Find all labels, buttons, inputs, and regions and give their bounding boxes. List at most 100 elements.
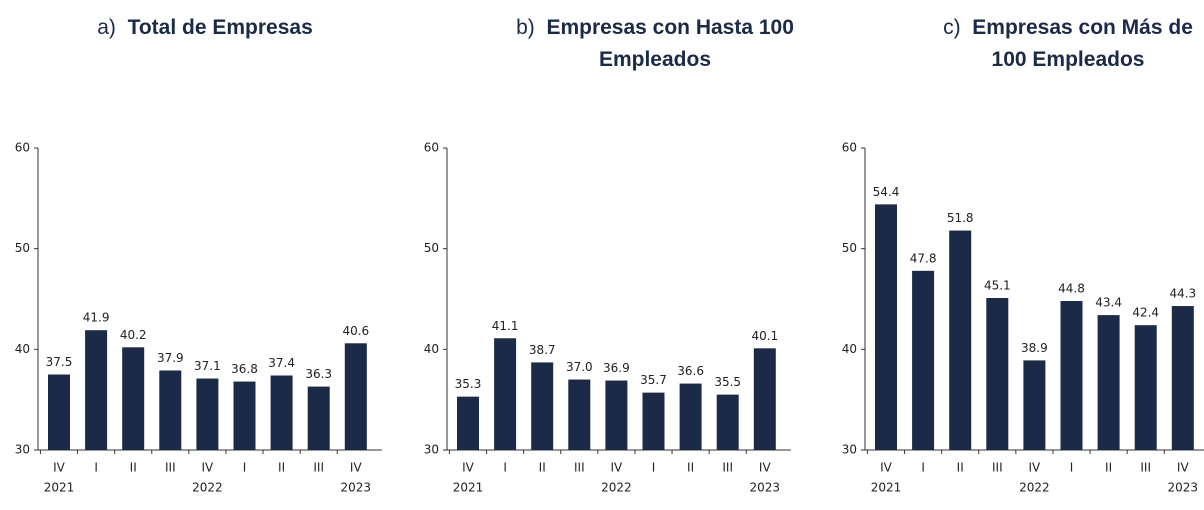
x-tick-label: IV: [880, 461, 893, 475]
bar: [48, 374, 70, 450]
year-label: 2021: [453, 481, 484, 495]
year-label: 2023: [750, 481, 781, 495]
data-label: 44.8: [1058, 282, 1085, 296]
bar: [875, 204, 897, 450]
data-label: 36.9: [603, 361, 630, 375]
bar: [753, 348, 776, 450]
data-label: 36.8: [231, 362, 258, 376]
y-tick-label: 60: [842, 141, 857, 155]
x-tick-label: II: [278, 461, 285, 475]
x-tick-label: I: [503, 461, 507, 475]
x-tick-label: II: [957, 461, 964, 475]
bar: [233, 381, 256, 450]
year-label: 2023: [1168, 481, 1199, 495]
x-tick-label: II: [539, 461, 546, 475]
data-label: 38.9: [1021, 341, 1048, 355]
bar: [270, 375, 293, 450]
chart-title: Empleados: [599, 48, 711, 71]
year-label: 2022: [601, 481, 632, 495]
data-label: 35.5: [714, 375, 741, 389]
x-tick-label: IV: [1029, 461, 1042, 475]
bar: [679, 383, 702, 450]
year-label: 2021: [871, 481, 902, 495]
chart-title: c) Empresas con Más de: [943, 16, 1193, 39]
y-tick-label: 50: [842, 241, 857, 255]
bar: [159, 370, 182, 450]
x-tick-label: IV: [462, 461, 475, 475]
bar: [642, 392, 665, 450]
chart-title: a) Total de Empresas: [97, 16, 313, 39]
x-tick-label: I: [94, 461, 98, 475]
x-tick-label: I: [921, 461, 925, 475]
data-label: 37.4: [268, 356, 295, 370]
data-label: 51.8: [947, 211, 974, 225]
data-label: 40.1: [751, 329, 778, 343]
y-tick-label: 30: [424, 443, 439, 457]
bar: [716, 394, 739, 450]
data-label: 45.1: [984, 278, 1011, 292]
x-tick-label: II: [687, 461, 694, 475]
y-tick-label: 60: [15, 141, 30, 155]
bar: [196, 378, 219, 450]
bar: [1097, 315, 1120, 450]
x-tick-label: III: [992, 461, 1003, 475]
data-label: 37.5: [46, 355, 73, 369]
bar: [457, 396, 479, 450]
bar: [85, 330, 108, 450]
bar: [531, 362, 554, 450]
chart-title-line: 100 Empleados: [992, 48, 1145, 71]
y-tick-label: 50: [15, 241, 30, 255]
bar: [122, 347, 145, 450]
chart-title-line: Total de Empresas: [128, 16, 313, 39]
x-tick-label: II: [130, 461, 137, 475]
bar: [307, 386, 330, 450]
bar: [344, 343, 367, 450]
chart-title: b) Empresas con Hasta 100: [516, 16, 794, 39]
data-label: 44.3: [1169, 287, 1196, 301]
bar: [1060, 301, 1083, 450]
x-tick-label: I: [243, 461, 247, 475]
bar: [1134, 325, 1157, 450]
chart-label: b): [516, 16, 546, 39]
x-tick-label: I: [652, 461, 656, 475]
y-tick-label: 40: [424, 342, 439, 356]
bar: [949, 230, 972, 450]
x-tick-label: IV: [53, 461, 66, 475]
y-tick-label: 30: [15, 443, 30, 457]
chart-title-line: Empresas con Más de: [972, 16, 1193, 39]
bar: [605, 380, 628, 450]
x-tick-label: IV: [350, 461, 363, 475]
data-label: 41.1: [492, 319, 519, 333]
chart-title-line: Empresas con Hasta 100: [546, 16, 793, 39]
x-tick-label: I: [1070, 461, 1074, 475]
data-label: 37.1: [194, 359, 221, 373]
data-label: 37.0: [566, 360, 593, 374]
y-tick-label: 60: [424, 141, 439, 155]
data-label: 40.2: [120, 328, 147, 342]
bar: [986, 297, 1009, 450]
data-label: 35.7: [640, 373, 667, 387]
data-label: 42.4: [1132, 306, 1159, 320]
x-tick-label: IV: [202, 461, 215, 475]
y-tick-label: 50: [424, 241, 439, 255]
x-tick-label: III: [313, 461, 324, 475]
data-label: 43.4: [1095, 296, 1122, 310]
y-tick-label: 40: [842, 342, 857, 356]
y-tick-label: 40: [15, 342, 30, 356]
data-label: 41.9: [83, 311, 110, 325]
chart-label: a): [97, 16, 127, 39]
data-label: 35.3: [455, 377, 482, 391]
data-label: 36.3: [305, 367, 332, 381]
data-label: 36.6: [677, 364, 704, 378]
year-label: 2022: [1019, 481, 1050, 495]
chart-title-line: Empleados: [599, 48, 711, 71]
x-tick-label: IV: [611, 461, 624, 475]
data-label: 38.7: [529, 343, 556, 357]
x-tick-label: IV: [759, 461, 772, 475]
bar: [912, 270, 935, 450]
x-tick-label: III: [574, 461, 585, 475]
x-tick-label: IV: [1177, 461, 1190, 475]
bar: [1171, 306, 1194, 450]
year-label: 2022: [192, 481, 223, 495]
